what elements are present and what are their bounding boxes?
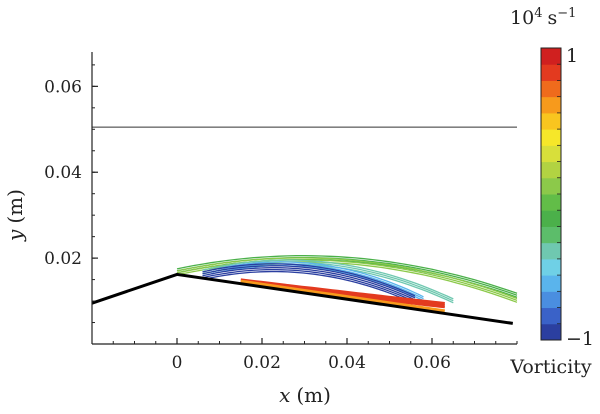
y-tick-label: 0.06 [44, 77, 82, 97]
contour-line-negative-strong [202, 267, 416, 301]
colorbar-swatch [541, 112, 561, 130]
bed-profile [91, 272, 514, 325]
colorbar-swatch [541, 145, 561, 163]
colorbar-swatch [541, 307, 561, 325]
contour-line-near-zero [202, 259, 454, 300]
x-tick-label: 0 [172, 353, 183, 373]
colorbar-swatch [541, 48, 561, 65]
colorbar-name: Vorticity [509, 356, 592, 378]
plot-area [91, 126, 518, 325]
colorbar-min-label: −1 [566, 328, 594, 350]
colorbar-swatch [541, 96, 561, 114]
contour-line-positive-weak [176, 255, 518, 294]
colorbar-swatch [541, 64, 561, 81]
colorbar-swatch [541, 129, 561, 146]
contour-line-negative-strong [202, 265, 416, 299]
colorbar-swatch [541, 291, 561, 309]
contour-line-positive-strong [240, 278, 445, 305]
x-tick-label: 0.04 [328, 353, 366, 373]
y-tick-label: 0.04 [44, 163, 82, 183]
contour-line-shear-layer [240, 279, 446, 313]
contour-line-negative-weak [210, 261, 424, 298]
y-tick-label: 0.02 [44, 249, 82, 269]
contour-line-positive-weak [176, 257, 518, 300]
contour-line-negative-weak [210, 263, 424, 300]
x-tick-label: 0.06 [413, 353, 451, 373]
colorbar-swatch [541, 194, 561, 211]
colorbar-swatch [541, 226, 561, 244]
contour-line-negative-strong [202, 263, 416, 297]
y-axis-label: y(m) [3, 189, 27, 242]
colorbar-swatch [541, 80, 561, 98]
colorbar-swatch [541, 275, 561, 292]
colorbar-title: 104 s−1 [510, 6, 576, 29]
colorbar [540, 47, 562, 341]
colorbar-swatch [541, 242, 561, 260]
colorbar-swatch [541, 258, 561, 276]
x-axis-label: x (m) [279, 383, 331, 407]
axes: 0 0.02 0.04 0.06 0.02 0.04 0.06 [44, 52, 518, 373]
contour-line-negative-strong [202, 270, 416, 305]
colorbar-swatch [541, 323, 561, 341]
contour-line-negative-strong [202, 268, 416, 303]
colorbar-swatch [541, 177, 561, 195]
colorbar-swatch [541, 210, 561, 227]
colorbar-swatch [541, 161, 561, 179]
colorbar-max-label: 1 [566, 45, 578, 67]
x-tick-label: 0.02 [243, 353, 281, 373]
